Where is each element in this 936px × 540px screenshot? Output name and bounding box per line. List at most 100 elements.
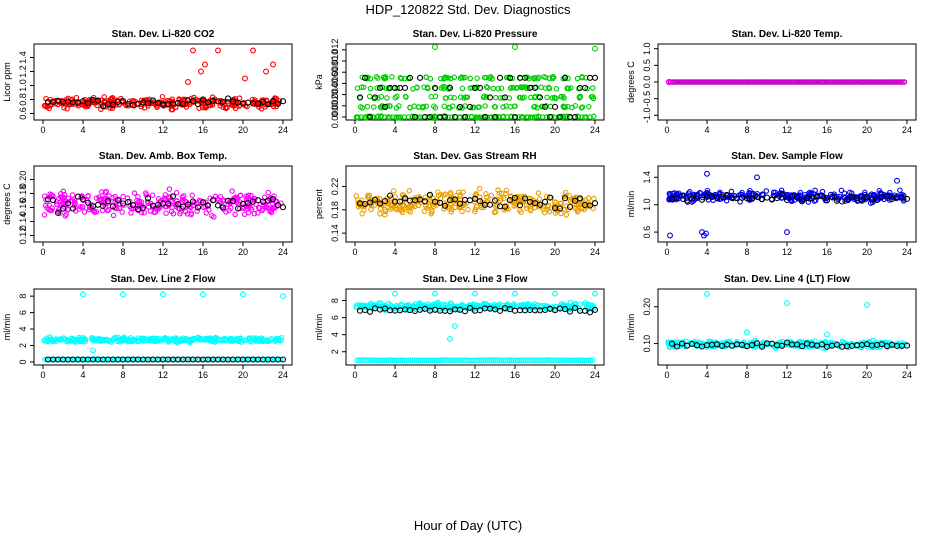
y-axis-label: degrees C	[626, 61, 636, 103]
data-point	[177, 337, 184, 343]
x-tick-label: 4	[705, 247, 710, 257]
data-point	[673, 343, 681, 350]
data-point	[153, 337, 159, 344]
data-point	[69, 205, 77, 212]
data-point	[866, 339, 872, 346]
data-point	[79, 98, 87, 105]
data-point	[783, 194, 790, 201]
data-point	[521, 74, 529, 81]
data-point	[724, 339, 731, 345]
data-point	[171, 338, 178, 345]
plot-frame	[657, 165, 917, 243]
data-point	[259, 97, 265, 104]
data-point	[271, 193, 277, 199]
data-point	[542, 85, 549, 91]
y-tick-label: 0.22	[330, 178, 340, 196]
data-point	[753, 193, 761, 200]
data-point	[543, 193, 550, 200]
data-point	[451, 95, 457, 101]
data-point	[424, 205, 430, 211]
data-point	[456, 103, 464, 110]
data-point	[232, 211, 238, 218]
data-point	[476, 185, 483, 192]
data-point	[464, 303, 470, 310]
data-point	[496, 74, 504, 81]
data-point	[478, 202, 484, 208]
data-point	[556, 113, 564, 121]
data-point	[592, 290, 598, 297]
y-tick-label: 6	[330, 315, 340, 320]
data-point	[427, 304, 434, 311]
data-point	[432, 93, 439, 100]
data-point	[366, 93, 373, 100]
x-tick-label: 4	[393, 247, 398, 257]
data-point	[553, 86, 560, 92]
data-point	[587, 357, 594, 364]
data-point	[365, 194, 372, 201]
data-point	[483, 194, 490, 200]
data-point	[476, 304, 482, 310]
data-point	[222, 104, 229, 111]
x-tick-label: 24	[278, 370, 288, 380]
x-tick-label: 20	[238, 125, 248, 135]
data-point	[414, 85, 420, 91]
data-point	[441, 206, 447, 212]
data-point	[471, 195, 479, 202]
data-point	[536, 201, 544, 208]
data-point	[170, 210, 177, 217]
data-point	[546, 113, 554, 121]
chart-title: Stan. Dev. Gas Stream RH	[413, 151, 536, 162]
data-point	[467, 75, 474, 82]
data-point	[456, 204, 463, 210]
x-tick-label: 16	[198, 370, 208, 380]
x-tick-label: 20	[862, 370, 872, 380]
data-point	[224, 95, 232, 102]
data-point	[163, 102, 170, 108]
data-point	[546, 194, 554, 201]
data-point	[264, 101, 272, 108]
x-tick-label: 4	[705, 370, 710, 380]
data-point	[564, 85, 571, 91]
data-point	[119, 97, 127, 105]
data-point	[566, 203, 574, 211]
data-point	[501, 195, 507, 202]
data-point	[447, 335, 453, 342]
data-point	[576, 86, 582, 92]
data-point	[116, 205, 123, 211]
data-point	[728, 188, 735, 195]
data-point	[99, 202, 107, 209]
data-point	[233, 337, 240, 343]
x-tick-label: 12	[158, 247, 168, 257]
data-point	[411, 201, 417, 207]
data-point	[449, 303, 455, 309]
data-point	[382, 208, 389, 215]
y-tick-label: 1.4	[18, 51, 28, 64]
y-tick-label: 0.004	[330, 83, 340, 106]
data-point	[64, 106, 70, 112]
data-point	[144, 195, 152, 202]
data-point	[259, 337, 265, 344]
data-point	[536, 196, 543, 202]
data-point	[523, 205, 530, 211]
x-tick-label: 16	[822, 370, 832, 380]
data-point	[466, 197, 474, 204]
data-point	[259, 98, 267, 105]
data-point	[219, 204, 227, 211]
data-point	[520, 301, 527, 308]
y-tick-label: 0.008	[330, 61, 340, 84]
data-point	[518, 199, 524, 205]
y-tick-label: 8	[18, 294, 28, 299]
data-point	[748, 342, 756, 349]
data-point	[864, 301, 870, 308]
data-point	[778, 191, 786, 198]
data-point	[501, 203, 509, 210]
data-point	[823, 197, 831, 204]
data-point	[447, 190, 454, 196]
data-point	[466, 304, 474, 311]
data-point	[84, 101, 90, 108]
data-point	[429, 208, 435, 214]
x-tick-label: 4	[81, 125, 86, 135]
data-point	[492, 104, 499, 110]
data-point	[69, 192, 76, 198]
data-point	[590, 95, 597, 102]
